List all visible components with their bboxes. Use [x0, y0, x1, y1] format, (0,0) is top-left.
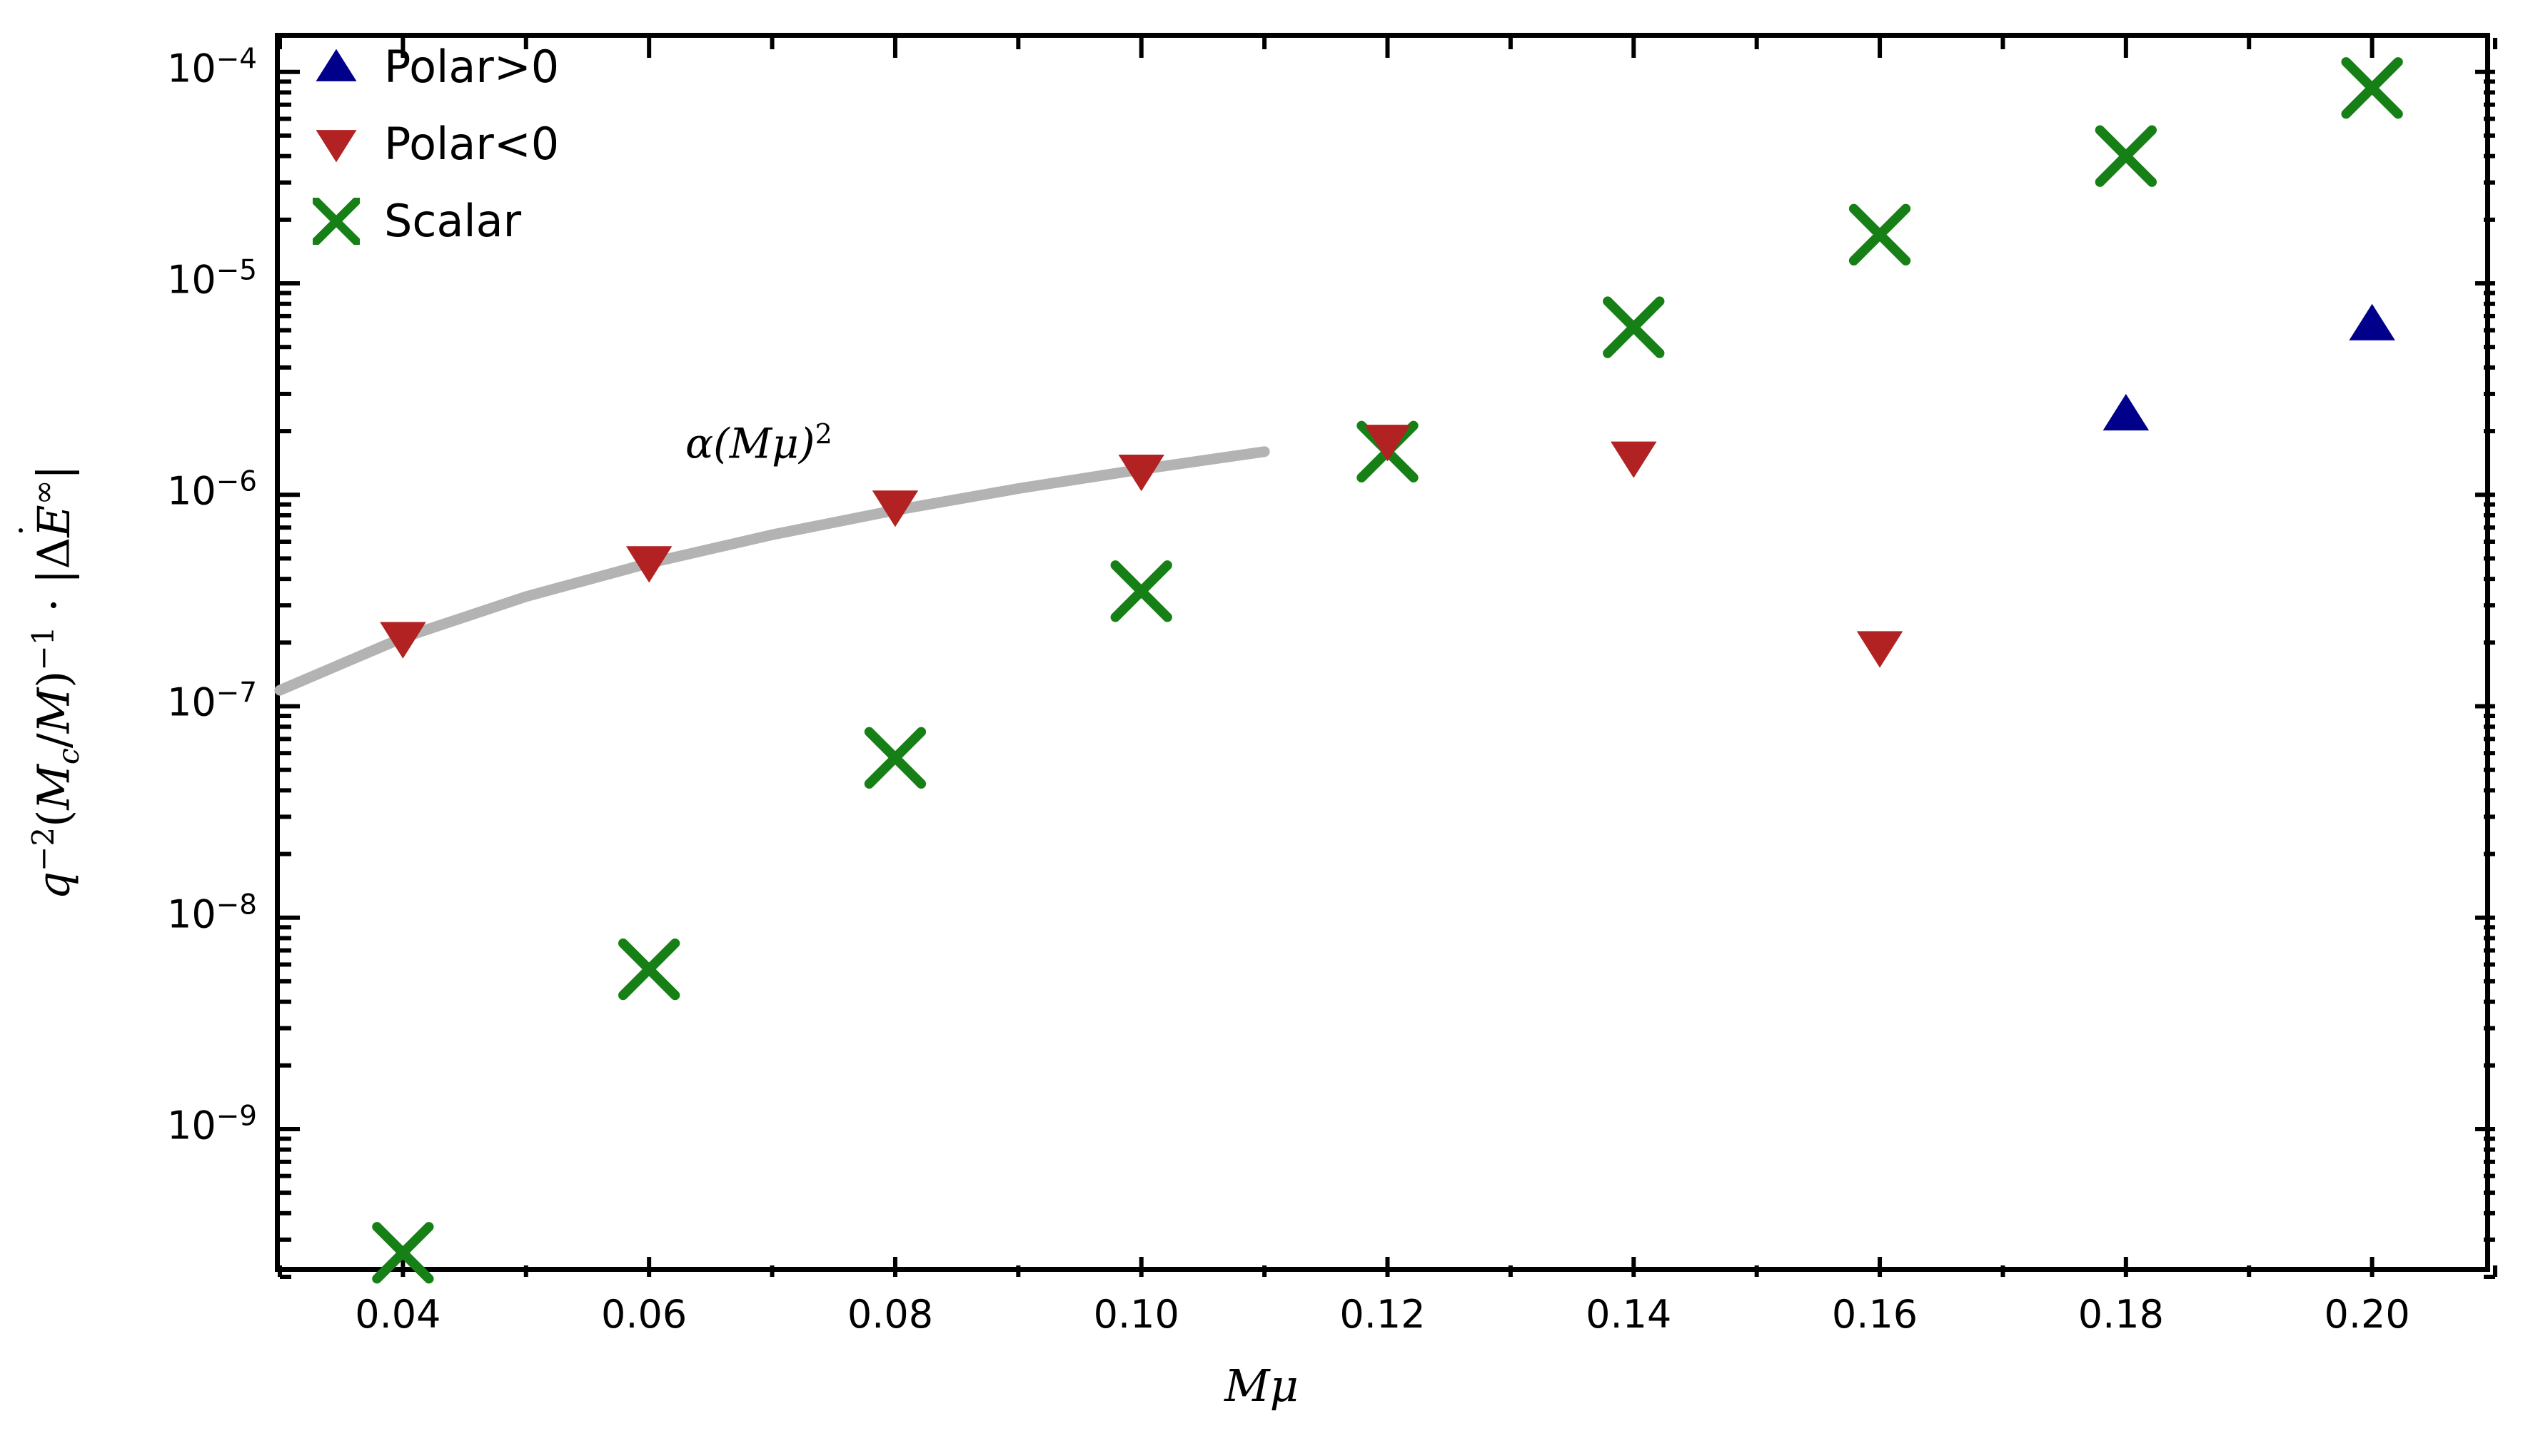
- data-point-scalar-2: [864, 727, 927, 789]
- legend-marker-triangle-down-icon: [313, 121, 360, 168]
- y-label-M: M: [27, 687, 80, 734]
- data-point-scalar-7: [2095, 125, 2157, 187]
- x-tick-label-4: 0.12: [1339, 1292, 1426, 1337]
- y-tick-label-3: 10−7: [166, 677, 257, 725]
- y-label-slash: /: [27, 733, 80, 749]
- y-label-paren-open: (: [27, 809, 80, 827]
- legend-item-polar-0[interactable]: Polar>0: [313, 44, 559, 90]
- data-point-polar-0-5: [1611, 441, 1657, 478]
- x-tick-label-3: 0.10: [1093, 1292, 1179, 1337]
- x-tick-label-8: 0.20: [2324, 1292, 2410, 1337]
- series-polar-pos-points: [2102, 303, 2395, 431]
- plot-canvas: [274, 38, 2497, 1284]
- data-point-polar-0-6: [1856, 631, 1903, 668]
- y-tick-label-0: 10−4: [166, 43, 257, 91]
- y-label-Edot: Ė: [27, 505, 80, 537]
- fit-curve-alpha-Mmu-squared: [274, 446, 1270, 696]
- plot-area: [274, 33, 2497, 1284]
- y-label-abs-open: |: [27, 569, 80, 585]
- y-label-dot: ·: [27, 584, 80, 627]
- series-scalar-points: [372, 57, 2403, 1284]
- x-tick-label-7: 0.18: [2078, 1292, 2164, 1337]
- y-label-inf-exponent: ∞: [25, 480, 61, 505]
- y-label-paren-close: ): [27, 670, 80, 688]
- data-point-polar-0-1: [625, 546, 673, 583]
- axis-ticks: [278, 38, 2497, 1279]
- data-point-scalar-5: [1603, 296, 1665, 358]
- y-label-Mc-sub: c: [51, 748, 86, 765]
- legend-item-scalar[interactable]: Scalar: [308, 193, 559, 249]
- y-label-delta: Δ: [27, 537, 80, 570]
- x-tick-label-2: 0.08: [847, 1292, 934, 1337]
- y-axis-label: q−2(Mc/M)−1 · |ΔĖ∞|: [26, 63, 86, 1302]
- legend-item-polar-0[interactable]: Polar<0: [313, 121, 559, 167]
- y-tick-label-2: 10−6: [166, 465, 257, 514]
- data-point-scalar-3: [1110, 560, 1172, 622]
- data-point-scalar-8: [2341, 57, 2403, 119]
- x-tick-label-6: 0.16: [1831, 1292, 1918, 1337]
- legend-label: Scalar: [384, 195, 522, 247]
- y-label-q-exponent: −2: [25, 826, 61, 871]
- data-point-polar-0-3: [1118, 455, 1164, 492]
- y-label-q: q: [27, 871, 80, 900]
- y-label-Mc: M: [27, 764, 80, 810]
- data-point-scalar-6: [1848, 203, 1911, 266]
- fit-curve-annotation: α(Mμ)2: [685, 418, 832, 467]
- annotation-exponent: 2: [815, 418, 832, 450]
- y-tick-label-4: 10−8: [166, 889, 257, 937]
- data-point-scalar-0: [372, 1222, 434, 1284]
- data-point-polar-0-1: [2349, 303, 2395, 340]
- legend[interactable]: Polar>0 Polar<0 Scalar: [308, 44, 559, 249]
- y-label-abs-close: |: [27, 465, 80, 480]
- data-point-polar-0-0: [2102, 393, 2150, 431]
- legend-label: Polar>0: [384, 41, 560, 93]
- data-point-scalar-1: [618, 938, 680, 1001]
- legend-triangle-down-icon: [316, 130, 357, 163]
- data-point-polar-0-4: [1364, 425, 1411, 462]
- legend-marker-triangle-up-icon: [313, 44, 360, 91]
- legend-triangle-up-icon: [316, 49, 357, 81]
- legend-label: Polar<0: [384, 118, 560, 170]
- y-tick-label-5: 10−9: [166, 1100, 257, 1148]
- series-polar-neg-points: [380, 425, 1903, 668]
- data-point-polar-0-0: [380, 622, 426, 659]
- y-label-M-exponent: −1: [25, 626, 61, 671]
- x-tick-label-5: 0.14: [1586, 1292, 1672, 1337]
- legend-marker-x-cross-icon: [308, 193, 364, 249]
- legend-x-cross-icon: [308, 193, 364, 249]
- x-axis-label: Mμ: [1224, 1360, 1299, 1412]
- y-tick-label-1: 10−5: [166, 254, 257, 303]
- x-tick-label-0: 0.04: [355, 1292, 441, 1337]
- x-tick-label-1: 0.06: [601, 1292, 688, 1337]
- annotation-base: α(Mμ): [685, 419, 815, 468]
- data-point-polar-0-2: [872, 490, 919, 527]
